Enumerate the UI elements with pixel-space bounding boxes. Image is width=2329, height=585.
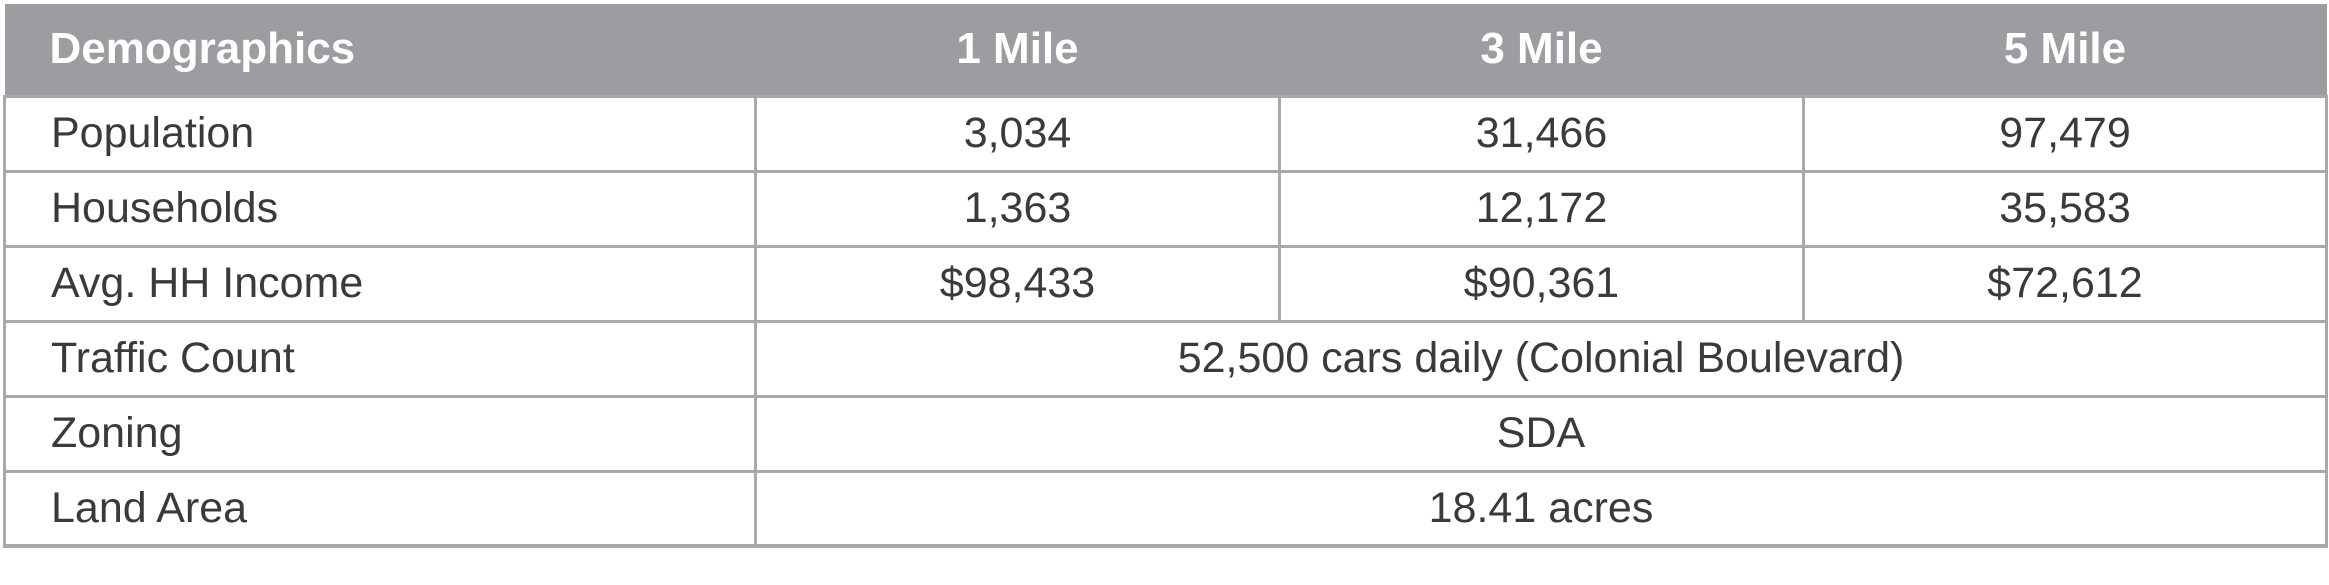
header-demographics: Demographics bbox=[49, 24, 356, 74]
cell-5-mile: 35,583 bbox=[1802, 169, 2328, 248]
cell-5-mile: 97,479 bbox=[1802, 94, 2328, 173]
cell-1-mile: $98,433 bbox=[754, 244, 1281, 323]
table-row-avg-hh-income: Avg. HH Income $98,433 $90,361 $72,612 bbox=[3, 244, 2328, 323]
demographics-table: Demographics 1 Mile 3 Mile 5 Mile Popula… bbox=[3, 4, 2328, 548]
cell-1-mile: 3,034 bbox=[754, 94, 1281, 173]
cell-1-mile: 1,363 bbox=[754, 169, 1281, 248]
row-label: Land Area bbox=[3, 469, 757, 548]
cell-3-mile: 12,172 bbox=[1278, 169, 1805, 248]
row-label: Avg. HH Income bbox=[3, 244, 757, 323]
table-row-land-area: Land Area 18.41 acres bbox=[3, 469, 2328, 548]
table-row-population: Population 3,034 31,466 97,479 bbox=[3, 94, 2328, 173]
cell-5-mile: $72,612 bbox=[1802, 244, 2328, 323]
table-row-traffic-count: Traffic Count 52,500 cars daily (Colonia… bbox=[3, 319, 2328, 398]
header-5-mile: 5 Mile bbox=[2003, 24, 2127, 74]
merged-cell: 18.41 acres bbox=[754, 469, 2328, 548]
cell-3-mile: 31,466 bbox=[1278, 94, 1805, 173]
header-row: Demographics 1 Mile 3 Mile 5 Mile bbox=[4, 4, 2327, 96]
table-body: Population 3,034 31,466 97,479 Household… bbox=[3, 94, 2328, 548]
merged-cell: 52,500 cars daily (Colonial Boulevard) bbox=[754, 319, 2328, 398]
row-label: Traffic Count bbox=[3, 319, 757, 398]
table-row-households: Households 1,363 12,172 35,583 bbox=[3, 169, 2328, 248]
header-1-mile: 1 Mile bbox=[956, 24, 1079, 74]
header-3-mile: 3 Mile bbox=[1480, 24, 1603, 74]
row-label: Population bbox=[3, 94, 757, 173]
row-label: Zoning bbox=[3, 394, 757, 473]
table-header: Demographics 1 Mile 3 Mile 5 Mile bbox=[4, 4, 2327, 96]
demographics-table-container: Demographics 1 Mile 3 Mile 5 Mile Popula… bbox=[3, 4, 2328, 548]
table-row-zoning: Zoning SDA bbox=[3, 394, 2328, 473]
row-label: Households bbox=[3, 169, 757, 248]
cell-3-mile: $90,361 bbox=[1278, 244, 1805, 323]
merged-cell: SDA bbox=[754, 394, 2328, 473]
